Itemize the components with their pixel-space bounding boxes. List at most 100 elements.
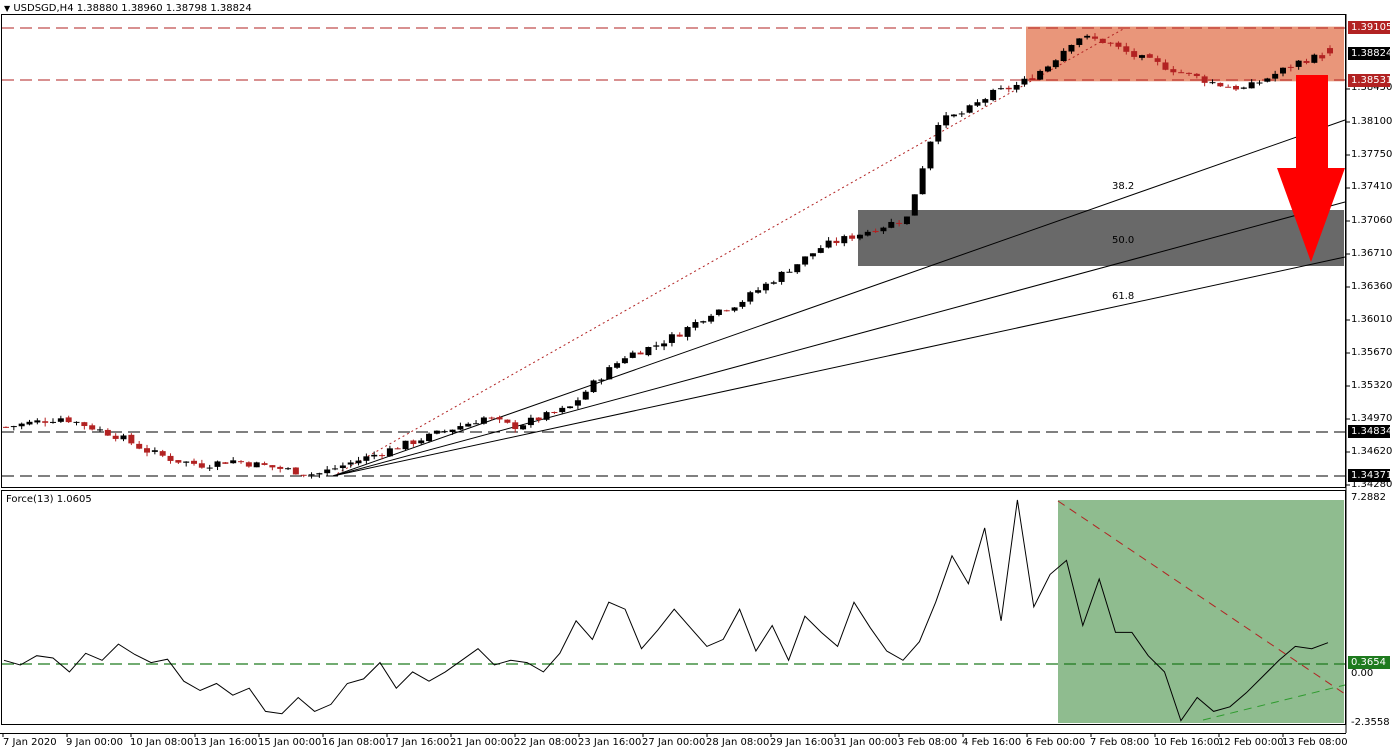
force-index-line [3,499,1329,722]
bear-candle [198,463,205,468]
bull-candle [371,454,378,457]
bull-candle [645,346,652,356]
symbol-ohlc-text: USDSGD,H4 1.38880 1.38960 1.38798 1.3882… [13,3,252,14]
bear-candle [238,461,245,463]
bull-candle [880,227,887,232]
bear-candle [410,440,417,445]
bull-candle [1076,38,1083,45]
price-tick: 1.34970 [1351,413,1393,424]
bull-candle [50,421,57,423]
bear-candle [504,419,511,423]
bear-candle [637,352,644,355]
force-tick-max: 7.2882 [1351,492,1386,503]
bear-candle [1287,66,1294,68]
price-tick: 1.38450 [1351,82,1393,93]
bull-candle [606,367,613,380]
bull-candle [668,334,675,343]
bull-candle [786,271,793,273]
bear-candle [1005,87,1012,90]
bear-candle [1029,78,1036,80]
bull-candle [590,380,597,393]
bull-candle [943,115,950,126]
bear-candle [1099,38,1106,44]
bull-candle [1060,50,1067,62]
bear-candle [300,474,307,476]
time-tick: 29 Jan 16:00 [770,737,834,748]
fib-label-61: 61.8 [1112,291,1135,302]
bull-candle [457,426,464,430]
bull-candle [582,391,589,400]
bear-candle [3,426,9,428]
bull-candle [990,89,997,101]
support-upper-tag: 1.34834 [1348,425,1392,438]
bull-candle [700,321,707,323]
time-tick: 10 Jan 08:00 [130,737,194,748]
bull-candle [715,309,722,315]
bull-candle [974,102,981,106]
bull-candle [629,352,636,358]
bull-candle [120,435,127,440]
bull-candle [903,216,910,225]
bull-candle [402,440,409,450]
bull-candle [731,307,738,311]
support-zone [858,210,1344,266]
bull-candle [480,417,487,424]
bull-candle [151,450,158,452]
bear-candle [159,451,166,456]
bear-candle [1201,76,1208,83]
bear-candle [676,334,683,337]
bull-candle [817,248,824,253]
time-tick: 15 Jan 00:00 [258,737,322,748]
bull-candle [206,467,213,469]
bear-candle [1178,72,1185,74]
bull-candle [308,474,315,476]
bull-candle [778,271,785,282]
bull-candle [684,327,691,337]
bull-candle [73,421,80,423]
bull-candle [253,462,260,468]
bull-candle [97,429,104,431]
bear-candle [488,417,495,419]
bear-candle [104,429,111,436]
bear-candle [191,460,198,464]
bull-candle [1248,82,1255,89]
time-tick: 9 Jan 00:00 [66,737,123,748]
time-tick: 3 Feb 08:00 [898,737,958,748]
bear-candle [167,455,174,461]
bull-candle [473,423,480,425]
support-lower-tag: 1.34371 [1348,469,1392,482]
bull-candle [10,426,17,428]
bull-candle [958,113,965,115]
bull-candle [1052,60,1059,68]
collapse-triangle-icon[interactable]: ▼ [4,4,11,13]
bull-candle [935,125,942,142]
bull-candle [441,431,448,433]
bull-candle [1311,54,1318,63]
bear-candle [833,240,840,244]
bear-candle [1162,62,1169,70]
bear-candle [128,434,135,444]
force-up-trendline [1202,684,1346,721]
bear-candle [512,422,519,430]
bull-candle [1295,60,1302,67]
bull-candle [386,448,393,457]
price-tick: 1.37410 [1351,181,1393,192]
bull-candle [285,468,292,470]
time-tick: 22 Jan 08:00 [514,737,578,748]
bull-candle [543,412,550,420]
bear-candle [1217,82,1224,87]
time-tick: 6 Feb 00:00 [1026,737,1086,748]
bear-candle [1225,86,1232,88]
bull-candle [911,194,918,216]
bear-candle [1131,51,1138,57]
bull-candle [802,256,809,265]
time-tick: 13 Jan 16:00 [194,737,258,748]
bull-candle [465,423,472,427]
bull-candle [214,461,221,467]
bear-candle [292,467,299,475]
time-tick: 16 Jan 08:00 [322,737,386,748]
time-tick: 12 Feb 00:00 [1218,737,1284,748]
bear-candle [896,222,903,224]
